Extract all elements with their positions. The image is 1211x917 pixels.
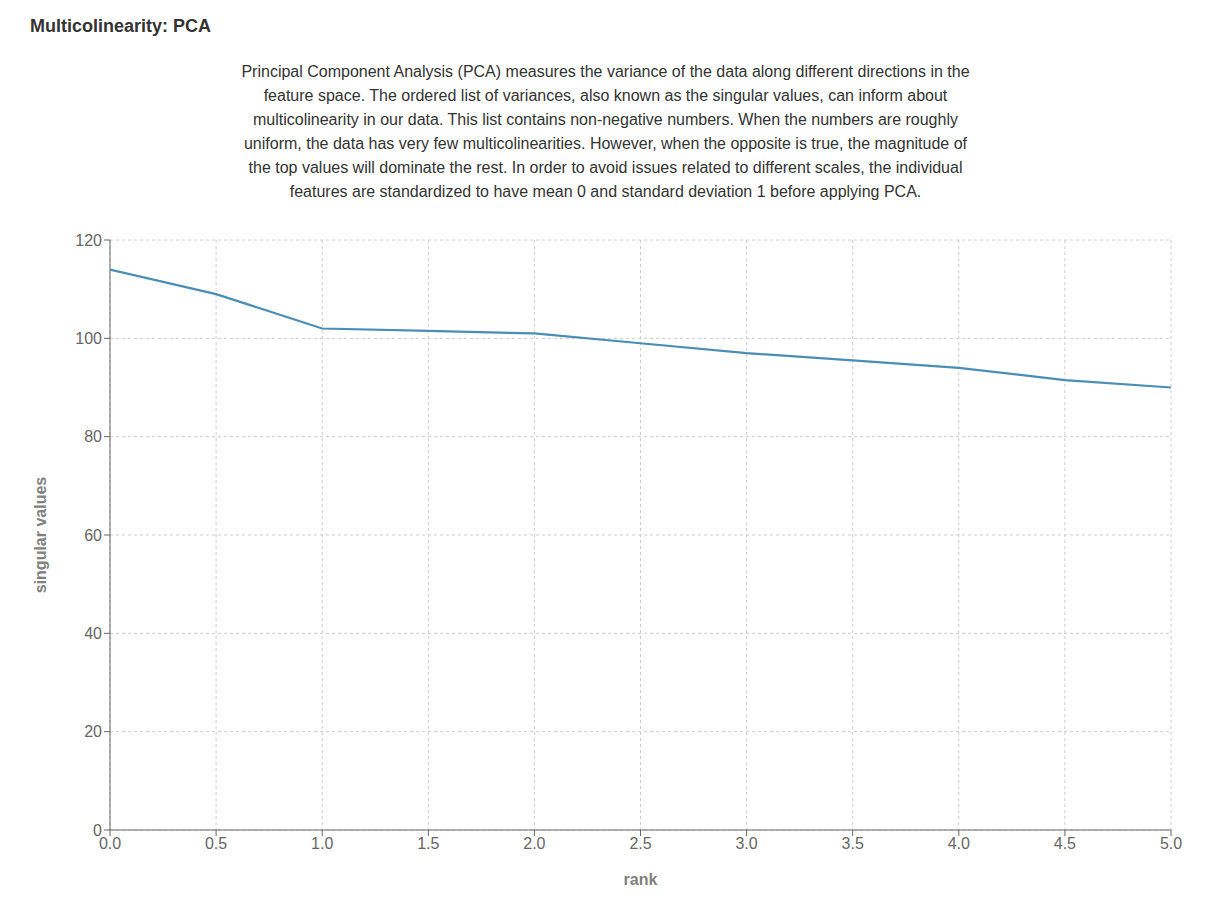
svg-text:60: 60 xyxy=(84,527,102,544)
html-text:features are standardized to h: features are standardized to have mean 0… xyxy=(289,183,922,200)
html-text:the top values will dominate t: the top values will dominate the rest. I… xyxy=(248,159,963,176)
html-text:multicolinearity in our data.: multicolinearity in our data. This list … xyxy=(253,111,958,128)
svg-text:2.0: 2.0 xyxy=(523,835,545,852)
svg-text:3.0: 3.0 xyxy=(735,835,757,852)
html-text:feature space. The ordered lis: feature space. The ordered list of varia… xyxy=(263,87,948,104)
svg-text:1.5: 1.5 xyxy=(417,835,439,852)
svg-text:1.0: 1.0 xyxy=(311,835,333,852)
html-text:Multicolinearity: PCA: Multicolinearity: PCA xyxy=(30,16,211,36)
svg-text:120: 120 xyxy=(75,232,102,249)
html-text:uniform, the data has very few: uniform, the data has very few multicoli… xyxy=(244,135,967,152)
svg-text:4.5: 4.5 xyxy=(1054,835,1076,852)
svg-text:20: 20 xyxy=(84,723,102,740)
svg-text:4.0: 4.0 xyxy=(948,835,970,852)
svg-text:singular values: singular values xyxy=(32,477,49,594)
svg-text:0: 0 xyxy=(93,822,102,839)
svg-text:5.0: 5.0 xyxy=(1160,835,1182,852)
svg-text:40: 40 xyxy=(84,625,102,642)
svg-text:2.5: 2.5 xyxy=(629,835,651,852)
html-text:Principal Component Analysis (: Principal Component Analysis (PCA) measu… xyxy=(241,63,970,80)
svg-text:rank: rank xyxy=(624,871,658,888)
svg-text:3.5: 3.5 xyxy=(842,835,864,852)
svg-text:0.5: 0.5 xyxy=(205,835,227,852)
svg-text:80: 80 xyxy=(84,428,102,445)
svg-text:100: 100 xyxy=(75,330,102,347)
svg-text:0.0: 0.0 xyxy=(99,835,121,852)
